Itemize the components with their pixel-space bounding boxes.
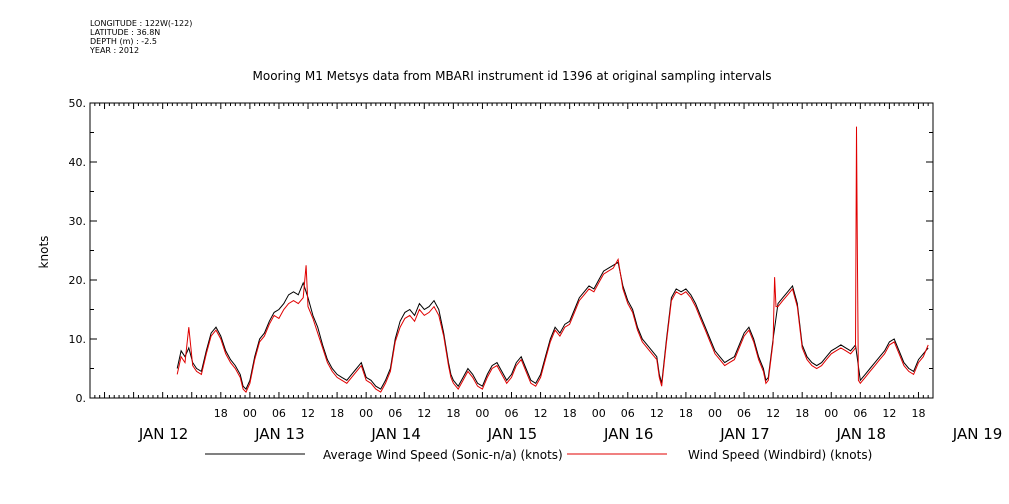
longitude-text: LONGITUDE : 122W(-122) (90, 19, 193, 28)
latitude-text: LATITUDE : 36.8N (90, 28, 161, 37)
x-tick-labels: 18 00 06 12 18 00 06 12 18 00 06 12 18 00 06 12 18 00 06 12… (214, 407, 926, 420)
series-line-1 (176, 261, 929, 390)
legend-label-1: Average Wind Speed (Sonic-n/a) (knots) (323, 448, 563, 462)
x-tick-label: 18 (214, 407, 228, 420)
x-tick-label: 12 (650, 407, 664, 420)
x-tick-label: 06 (272, 407, 286, 420)
x-tick-label: 18 (795, 407, 809, 420)
y-tick-labels: 0. 10. 20. 30. 40. 50. (69, 97, 87, 405)
y-axis-label: knots (37, 236, 51, 269)
legend-label-2: Wind Speed (Windbird) (knots) (688, 448, 872, 462)
x-tick-label: 06 (853, 407, 867, 420)
legend: Average Wind Speed (Sonic-n/a) (knots) Wi… (205, 448, 872, 462)
metadata-block: LONGITUDE : 122W(-122) LATITUDE : 36.8N … (90, 19, 192, 55)
x-tick-label: 06 (737, 407, 751, 420)
y-tick-label: 10. (69, 333, 87, 346)
x-tick-label: 12 (534, 407, 548, 420)
x-tick-label: 00 (359, 407, 373, 420)
day-label: JAN 14 (370, 425, 421, 443)
y-tick-label: 20. (69, 274, 87, 287)
axis-ticks (89, 102, 934, 399)
x-tick-label: 18 (679, 407, 693, 420)
x-tick-label: 00 (243, 407, 257, 420)
day-label: JAN 16 (603, 425, 654, 443)
x-tick-label: 00 (824, 407, 838, 420)
y-tick-label: 0. (76, 392, 87, 405)
y-tick-label: 50. (69, 97, 87, 110)
year-text: YEAR : 2012 (90, 46, 140, 55)
chart-title: Mooring M1 Metsys data from MBARI instru… (253, 69, 772, 83)
x-tick-label: 00 (592, 407, 606, 420)
series-line-2 (176, 126, 929, 393)
x-tick-label: 12 (766, 407, 780, 420)
y-tick-label: 40. (69, 156, 87, 169)
day-label: JAN 15 (487, 425, 538, 443)
x-tick-label: 18 (563, 407, 577, 420)
x-tick-label: 06 (388, 407, 402, 420)
x-tick-label: 12 (882, 407, 896, 420)
plot-frame (89, 102, 934, 399)
x-tick-label: 00 (475, 407, 489, 420)
day-label: JAN 13 (254, 425, 305, 443)
x-tick-label: 12 (301, 407, 315, 420)
x-tick-label: 12 (417, 407, 431, 420)
day-label: JAN 19 (952, 425, 1003, 443)
x-tick-label: 06 (621, 407, 635, 420)
day-label: JAN 18 (836, 425, 887, 443)
y-tick-label: 30. (69, 215, 87, 228)
x-tick-label: 06 (505, 407, 519, 420)
x-tick-label: 18 (446, 407, 460, 420)
x-tick-label: 18 (330, 407, 344, 420)
day-label: JAN 17 (719, 425, 770, 443)
depth-text: DEPTH (m) : -2.5 (90, 37, 157, 46)
day-label: JAN 12 (138, 425, 189, 443)
x-tick-label: 18 (911, 407, 925, 420)
day-labels: JAN 12 JAN 13 JAN 14 JAN 15 JAN 16 JAN 17 JAN … (138, 425, 1002, 443)
series-lines (176, 126, 929, 393)
x-tick-label: 00 (708, 407, 722, 420)
